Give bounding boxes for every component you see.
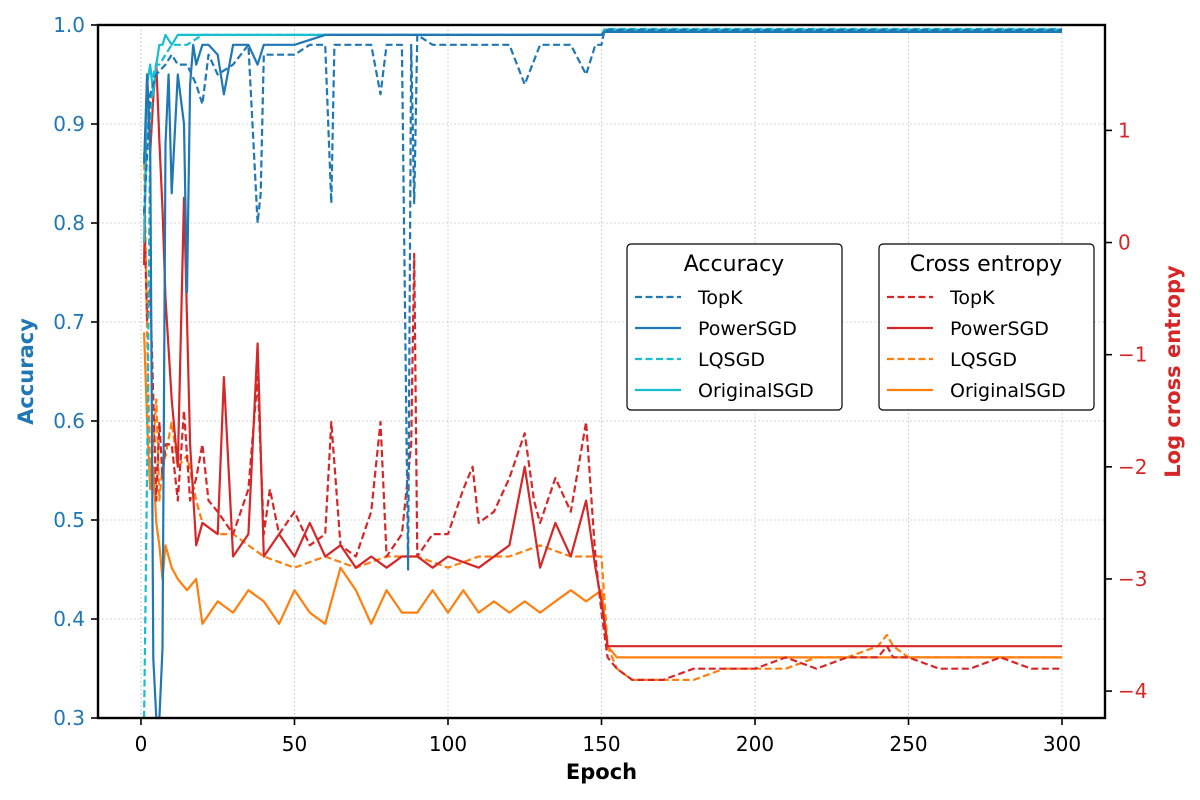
legend-accuracy-title: Accuracy bbox=[684, 252, 784, 277]
y-tick-label-left: 0.6 bbox=[53, 409, 85, 433]
legend-label-originalsgd: OriginalSGD bbox=[950, 380, 1066, 402]
y-tick-label-right: 0 bbox=[1118, 231, 1131, 255]
y-axis-label-left: Accuracy bbox=[14, 318, 38, 425]
legend-label-topk: TopK bbox=[697, 287, 743, 309]
y-tick-label-left: 0.4 bbox=[53, 607, 85, 631]
y-tick-label-left: 0.5 bbox=[53, 508, 85, 532]
y-tick-label-left: 0.3 bbox=[53, 706, 85, 730]
y-tick-label-left: 0.9 bbox=[53, 112, 85, 136]
y-tick-label-right: 1 bbox=[1118, 118, 1131, 142]
legend-accuracy: Accuracy TopK PowerSGD LQSGD OriginalSGD bbox=[626, 243, 843, 411]
series-line-cross-entropy-lqsgd bbox=[143, 152, 1062, 682]
legend-label-powersgd: PowerSGD bbox=[698, 318, 797, 340]
x-tick-label: 50 bbox=[282, 732, 307, 756]
y-tick-label-right: −1 bbox=[1118, 343, 1147, 367]
legend-label-topk: TopK bbox=[949, 287, 995, 309]
y-axis-label-right: Log cross entropy bbox=[1161, 265, 1185, 478]
y-tick-label-left: 0.8 bbox=[53, 211, 85, 235]
series-line-accuracy-lqsgd bbox=[143, 27, 1062, 719]
ticks: 0 50 100 150 200 250 300 0.3 0.4 0.5 0.6 0.7 0.8 0.9 1… bbox=[53, 13, 1147, 756]
x-tick-label: 150 bbox=[582, 732, 620, 756]
series-layer bbox=[143, 27, 1062, 720]
y-tick-label-right: −2 bbox=[1118, 455, 1147, 479]
legend-cross-entropy-title: Cross entropy bbox=[910, 252, 1062, 277]
series-line-cross-entropy-originalsgd bbox=[143, 332, 1062, 659]
legend-label-lqsgd: LQSGD bbox=[698, 349, 765, 371]
legend-cross-entropy: Cross entropy TopK PowerSGD LQSGD OriginalS… bbox=[878, 243, 1095, 411]
series-line-accuracy-topk bbox=[143, 28, 1062, 571]
legend-label-originalsgd: OriginalSGD bbox=[698, 380, 814, 402]
x-tick-label: 300 bbox=[1043, 732, 1081, 756]
x-axis-label: Epoch bbox=[566, 760, 637, 784]
series-line-cross-entropy-powersgd bbox=[143, 61, 1062, 648]
legend-label-powersgd: PowerSGD bbox=[950, 318, 1049, 340]
x-tick-label: 0 bbox=[135, 732, 148, 756]
series-line-accuracy-powersgd bbox=[143, 30, 1062, 720]
x-tick-label: 250 bbox=[889, 732, 927, 756]
y-tick-label-right: −4 bbox=[1118, 679, 1147, 703]
y-tick-label-left: 0.7 bbox=[53, 310, 85, 334]
y-tick-label-left: 1.0 bbox=[53, 13, 85, 37]
y-tick-label-right: −3 bbox=[1118, 567, 1147, 591]
legend-label-lqsgd: LQSGD bbox=[950, 349, 1017, 371]
legend-accuracy-box bbox=[626, 243, 843, 411]
x-tick-label: 100 bbox=[429, 732, 467, 756]
legend-cross-entropy-box bbox=[878, 243, 1095, 411]
x-tick-label: 200 bbox=[736, 732, 774, 756]
